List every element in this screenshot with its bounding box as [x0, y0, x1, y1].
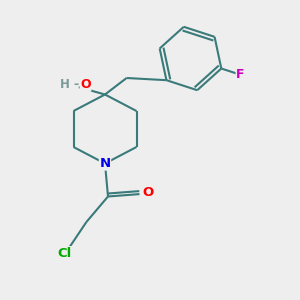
Text: O: O — [142, 186, 154, 199]
Text: N: N — [99, 157, 111, 170]
Text: -: - — [73, 78, 78, 91]
Text: H: H — [60, 78, 69, 91]
Text: Cl: Cl — [57, 247, 72, 260]
Text: F: F — [236, 68, 245, 81]
Text: O: O — [80, 78, 91, 91]
